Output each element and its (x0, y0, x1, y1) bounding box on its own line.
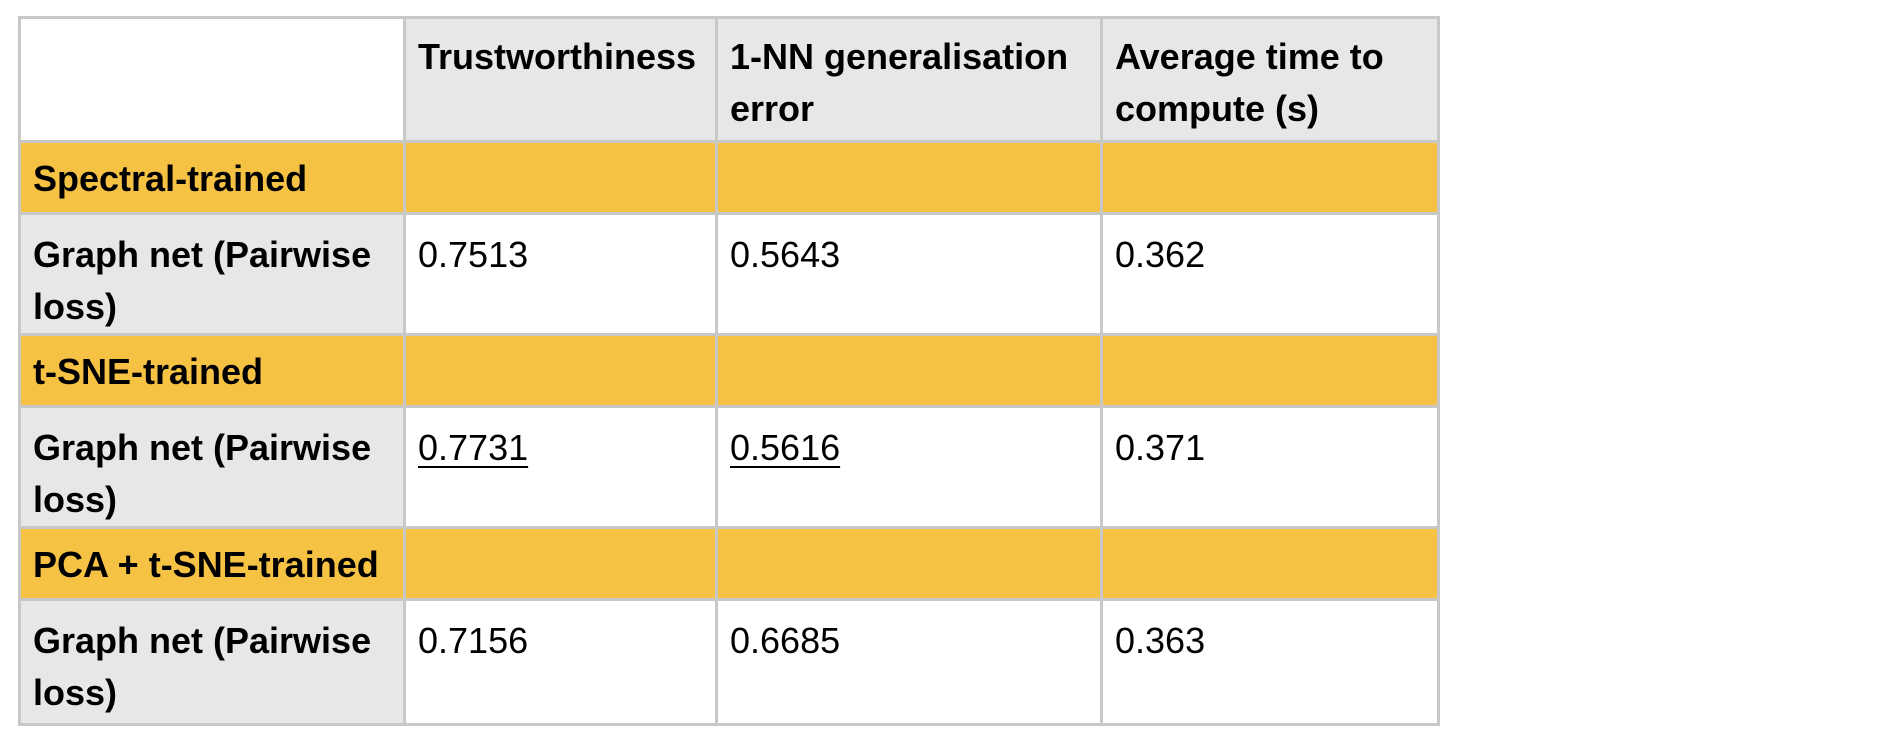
table-row: Graph net (Pairwise loss) 0.7156 0.6685 … (18, 598, 1440, 726)
group-row-pca-tsne: PCA + t-SNE-trained (18, 526, 1440, 601)
cell-trustworthiness: 0.7731 (403, 405, 718, 529)
group-empty-cell (403, 333, 718, 408)
cell-trustworthiness: 0.7156 (403, 598, 718, 726)
results-table: Trustworthiness 1-NN generalisation erro… (18, 16, 1440, 726)
best-value: 0.7731 (418, 427, 529, 468)
corner-cell (18, 16, 406, 143)
header-trustworthiness: Trustworthiness (403, 16, 718, 143)
cell-time: 0.363 (1100, 598, 1440, 726)
group-empty-cell (403, 526, 718, 601)
group-empty-cell (403, 140, 718, 215)
row-label: Graph net (Pairwise loss) (18, 405, 406, 529)
table-row: Graph net (Pairwise loss) 0.7513 0.5643 … (18, 212, 1440, 336)
group-empty-cell (1100, 333, 1440, 408)
group-empty-cell (715, 140, 1103, 215)
best-value: 0.5616 (730, 427, 841, 468)
row-label: Graph net (Pairwise loss) (18, 598, 406, 726)
header-time: Average time to compute (s) (1100, 16, 1440, 143)
group-label: PCA + t-SNE-trained (18, 526, 406, 601)
cell-nn-error: 0.5643 (715, 212, 1103, 336)
group-label: Spectral-trained (18, 140, 406, 215)
table-row: Graph net (Pairwise loss) 0.7731 0.5616 … (18, 405, 1440, 529)
cell-trustworthiness: 0.7513 (403, 212, 718, 336)
group-row-tsne: t-SNE-trained (18, 333, 1440, 408)
group-row-spectral: Spectral-trained (18, 140, 1440, 215)
header-nn-error: 1-NN generalisation error (715, 16, 1103, 143)
cell-time: 0.371 (1100, 405, 1440, 529)
cell-nn-error: 0.5616 (715, 405, 1103, 529)
group-empty-cell (1100, 140, 1440, 215)
cell-nn-error: 0.6685 (715, 598, 1103, 726)
row-label: Graph net (Pairwise loss) (18, 212, 406, 336)
group-empty-cell (715, 333, 1103, 408)
group-empty-cell (715, 526, 1103, 601)
header-row: Trustworthiness 1-NN generalisation erro… (18, 16, 1440, 143)
cell-time: 0.362 (1100, 212, 1440, 336)
group-label: t-SNE-trained (18, 333, 406, 408)
group-empty-cell (1100, 526, 1440, 601)
